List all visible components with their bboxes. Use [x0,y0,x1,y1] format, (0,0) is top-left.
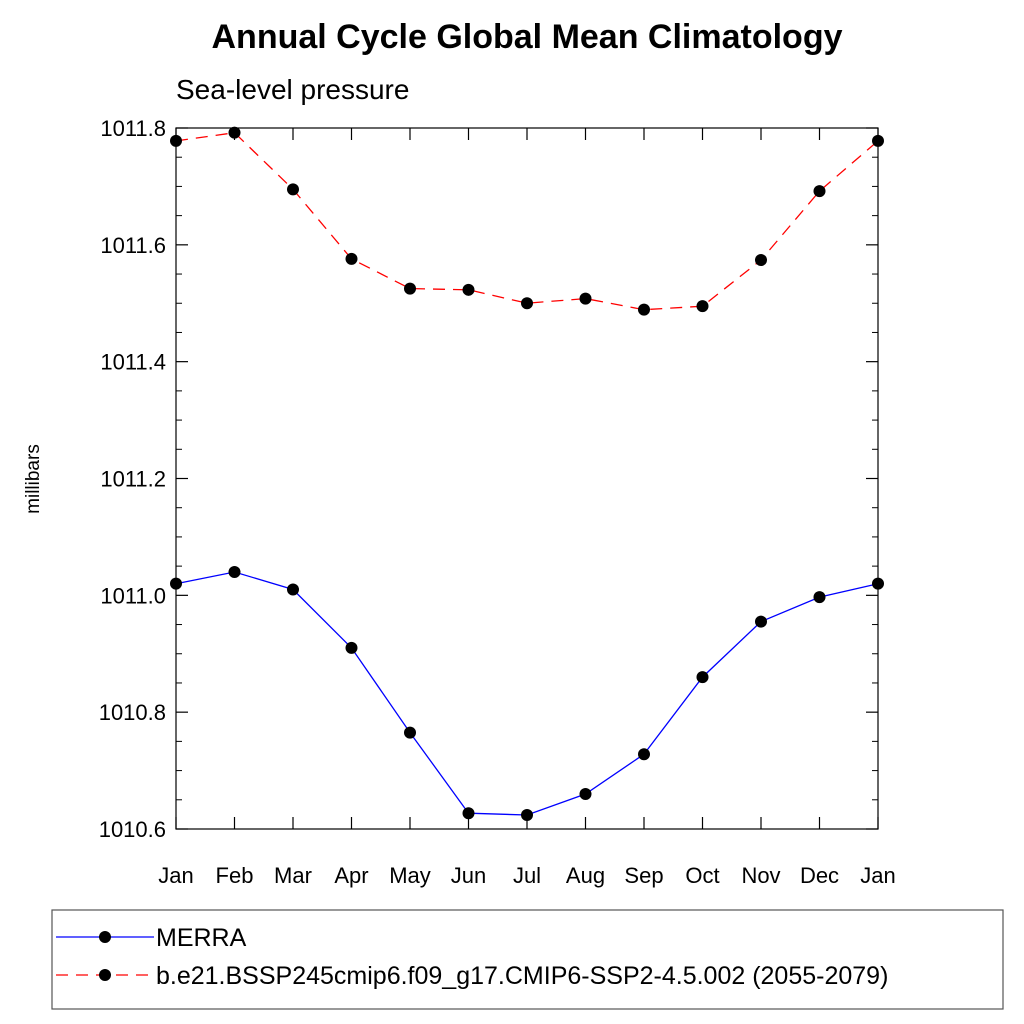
series-0-point [462,807,475,820]
legend-label-1: b.e21.BSSP245cmip6.f09_g17.CMIP6-SSP2-4.… [156,962,888,990]
series-1-point [813,185,826,198]
x-tick-label: Mar [274,863,312,888]
x-tick-label: Jan [860,863,895,888]
x-tick-label: May [389,863,431,888]
chart-title: Annual Cycle Global Mean Climatology [212,18,843,56]
series-0-point [696,671,709,684]
y-tick-label: 1010.6 [99,817,166,842]
y-axis-label: millibars [23,444,44,514]
series-0-point [521,808,533,821]
series-1-point [755,254,767,267]
series-1-point [228,126,241,139]
series-line-1 [175,132,879,311]
y-tick-label: 1011.2 [100,467,166,492]
x-tick-label: Oct [685,863,719,888]
series-1-point [872,134,884,147]
series-0-point [170,577,182,590]
plot-frame [175,127,879,830]
series-0-point [872,577,884,590]
legend-label-0: MERRA [156,924,247,952]
x-tick-label: Apr [334,863,368,888]
series-1-point [521,297,533,310]
chart-subtitle: Sea-level pressure [176,74,409,105]
plot-axes: 1010.6 1010.8 1011.0 1011.2 1011.4 1011.6 1011… [99,116,896,888]
y-tick-label: 1010.8 [99,700,166,725]
series-1-point [404,282,416,295]
series-1-point [287,183,299,196]
series-line-0 [175,571,879,816]
series-1-point [345,252,358,265]
series-0-point [579,787,592,800]
series-0-point [287,583,299,596]
x-tick-label: Jan [158,863,193,888]
x-tick-label: Jul [513,863,541,888]
x-tick-label: Feb [216,863,254,888]
series-0-point [813,591,826,604]
series-0-point [404,726,416,739]
y-tick-label: 1011.6 [100,233,166,258]
series-1-point [170,134,182,147]
series-1-point [638,303,650,316]
y-tick-label: 1011.0 [100,583,166,608]
legend-marker-1 [99,969,111,981]
data-series [170,126,884,821]
x-tick-label: Dec [800,863,839,888]
series-0-point [345,641,358,654]
series-0-point [755,615,767,628]
series-1-point [579,292,592,305]
y-tick-label: 1011.4 [100,350,166,375]
x-tick-label: Aug [566,863,605,888]
series-1-point [696,300,709,313]
y-tick-label: 1011.8 [100,116,166,141]
legend: MERRA b.e21.BSSP245cmip6.f09_g17.CMIP6-SS… [56,924,888,990]
x-tick-label: Nov [741,863,780,888]
x-tick-label: Jun [451,863,486,888]
series-1-point [462,283,475,296]
x-tick-label: Sep [624,863,663,888]
series-0-point [638,748,650,761]
series-0-point [228,565,241,578]
legend-marker-0 [99,931,111,943]
legend-box [51,909,1004,1010]
